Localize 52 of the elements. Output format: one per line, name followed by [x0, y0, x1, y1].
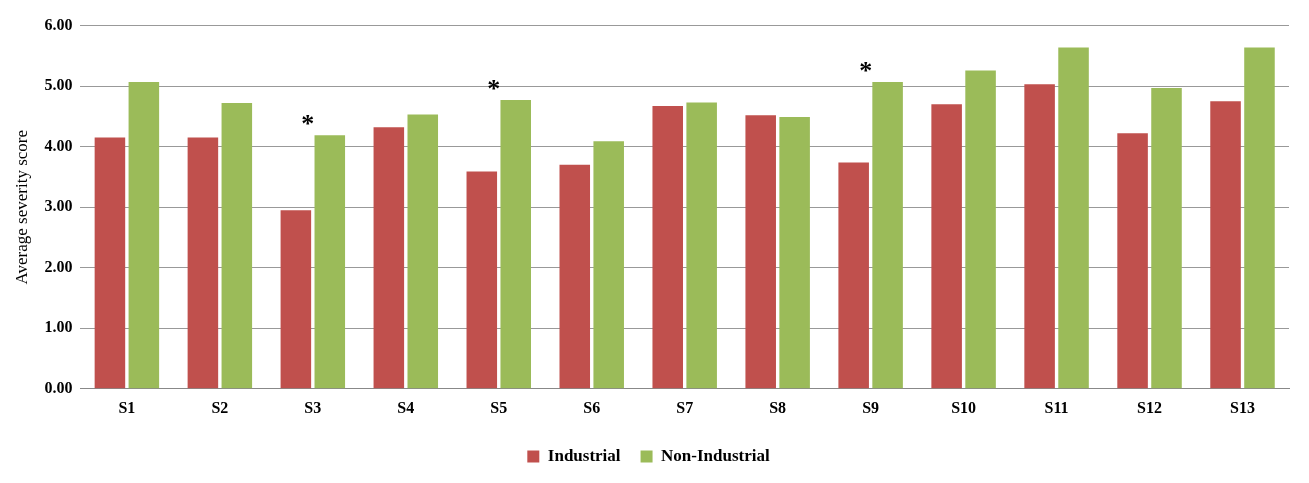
bar: [1117, 133, 1148, 389]
bar: [1024, 84, 1055, 389]
bar: [500, 100, 531, 389]
legend-label: Non-Industrial: [661, 445, 770, 465]
x-tick-label: S3: [304, 398, 322, 416]
x-tick-label: S12: [1137, 398, 1162, 416]
bar: [1151, 87, 1182, 389]
y-axis-title: Average severity score: [11, 129, 31, 285]
x-tick-label: S6: [583, 398, 601, 416]
bar: [593, 141, 624, 389]
legend-label: Industrial: [547, 445, 621, 465]
x-tick-label: S10: [951, 398, 977, 416]
bar: [559, 164, 591, 389]
bar: [965, 70, 996, 389]
y-tick-label: 6.00: [44, 15, 73, 33]
bar: [187, 137, 219, 389]
bar: [779, 117, 810, 389]
bar: [128, 81, 160, 389]
x-tick-label: S5: [490, 398, 508, 416]
x-tick-label: S13: [1230, 398, 1255, 416]
bar: [466, 171, 498, 389]
annotation: *: [859, 55, 873, 85]
x-tick-label: S11: [1044, 398, 1069, 416]
y-tick-label: 3.00: [44, 197, 73, 215]
bar: [1058, 47, 1089, 389]
x-tick-label: S1: [118, 398, 136, 416]
x-tick-label: S4: [397, 398, 415, 416]
bar: [373, 127, 405, 389]
bar: [1210, 101, 1241, 389]
y-tick-label: 2.00: [44, 257, 73, 275]
bar: [94, 137, 126, 389]
bar: [221, 103, 253, 389]
bar: [931, 104, 962, 389]
bar: [838, 162, 869, 389]
bar: [280, 210, 312, 389]
bar: [686, 102, 717, 389]
bar: [1244, 47, 1275, 389]
bar: [652, 106, 683, 389]
bar: [314, 135, 346, 389]
annotation: *: [487, 73, 501, 103]
x-tick-label: S7: [676, 398, 694, 416]
x-tick-label: S8: [769, 398, 787, 416]
x-tick-label: S9: [862, 398, 880, 416]
x-tick-label: S2: [211, 398, 229, 416]
bar: [872, 81, 903, 389]
y-tick-label: 1.00: [44, 318, 73, 336]
annotation: *: [301, 108, 315, 138]
y-tick-label: 4.00: [44, 136, 73, 154]
bar: [745, 115, 776, 389]
y-tick-label: 5.00: [44, 76, 73, 94]
bar: [407, 114, 439, 389]
y-tick-label: 0.00: [44, 378, 73, 396]
